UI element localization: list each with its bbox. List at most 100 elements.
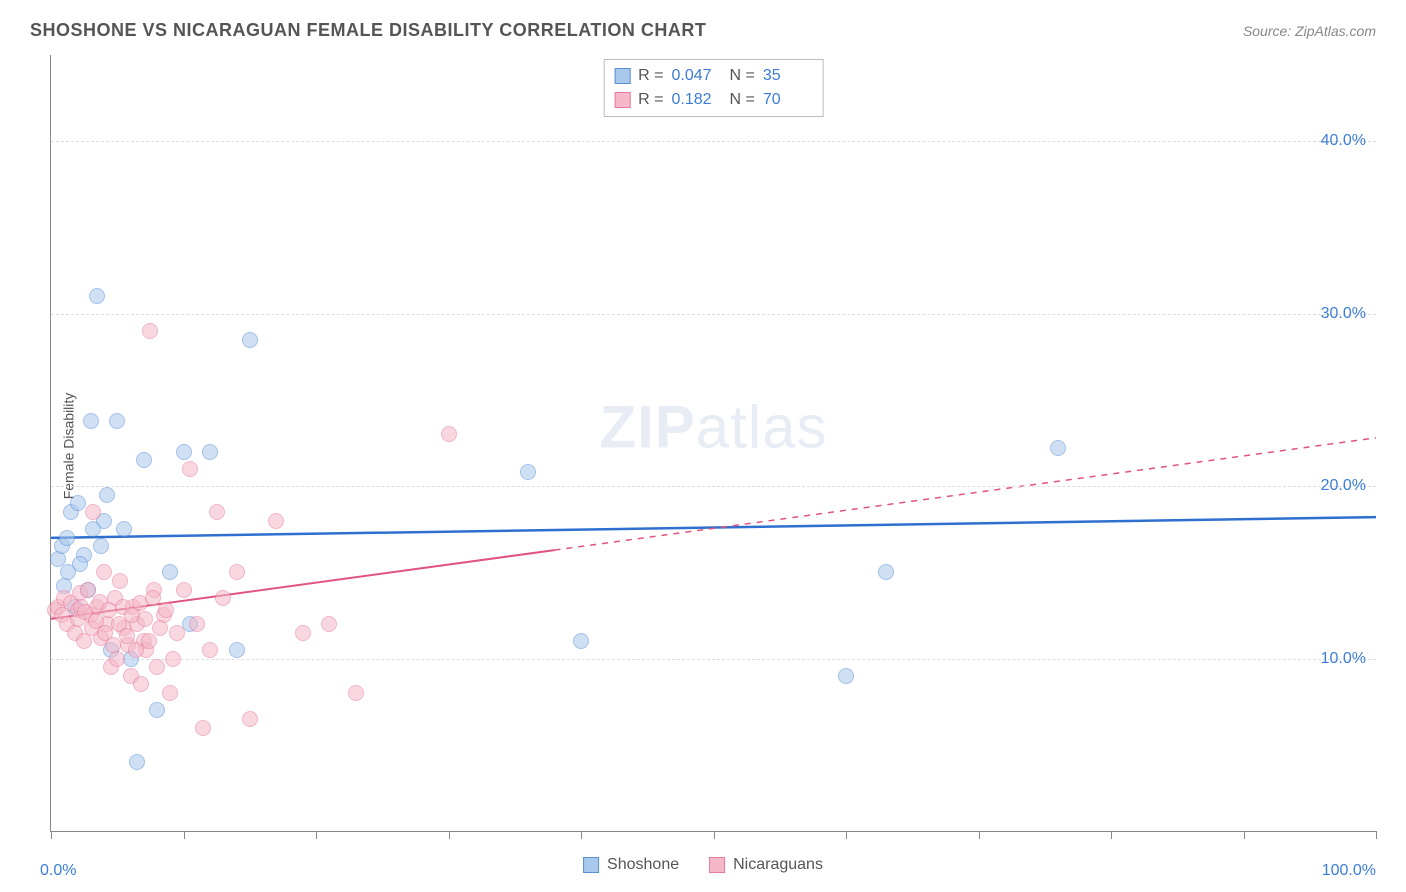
- data-point: [152, 620, 168, 636]
- n-label: N =: [730, 88, 755, 112]
- data-point: [141, 633, 157, 649]
- data-point: [321, 616, 337, 632]
- x-tick: [1111, 831, 1112, 839]
- x-tick: [184, 831, 185, 839]
- data-point: [215, 590, 231, 606]
- gridline: [51, 659, 1376, 660]
- x-tick: [449, 831, 450, 839]
- data-point: [149, 702, 165, 718]
- data-point: [59, 530, 75, 546]
- x-tick: [51, 831, 52, 839]
- r-value: 0.047: [672, 64, 722, 88]
- data-point: [520, 464, 536, 480]
- gridline: [51, 314, 1376, 315]
- data-point: [70, 495, 86, 511]
- plot-area: ZIPatlas R =0.047N =35R =0.182N =70 10.0…: [50, 55, 1376, 832]
- data-point: [176, 444, 192, 460]
- n-value: 70: [763, 88, 813, 112]
- chart-title: SHOSHONE VS NICARAGUAN FEMALE DISABILITY…: [30, 20, 706, 41]
- data-point: [93, 538, 109, 554]
- legend-label: Nicaraguans: [733, 856, 823, 874]
- trend-line: [51, 517, 1376, 538]
- x-tick: [581, 831, 582, 839]
- series-legend: Shoshone Nicaraguans: [583, 856, 823, 874]
- data-point: [116, 521, 132, 537]
- x-tick: [714, 831, 715, 839]
- data-point: [149, 659, 165, 675]
- n-value: 35: [763, 64, 813, 88]
- r-value: 0.182: [672, 88, 722, 112]
- data-point: [209, 504, 225, 520]
- data-point: [112, 573, 128, 589]
- data-point: [169, 625, 185, 641]
- stat-legend: R = 0.047 N = 35 R = 0.182 N = 70: [603, 59, 824, 117]
- data-point: [96, 564, 112, 580]
- data-point: [242, 711, 258, 727]
- data-point: [99, 487, 115, 503]
- x-tick: [979, 831, 980, 839]
- data-point: [60, 564, 76, 580]
- chart-source: Source: ZipAtlas.com: [1243, 23, 1376, 39]
- legend-item: Shoshone: [583, 856, 679, 874]
- data-point: [441, 426, 457, 442]
- data-point: [83, 413, 99, 429]
- r-label: R =: [638, 88, 663, 112]
- data-point: [573, 633, 589, 649]
- data-point: [142, 323, 158, 339]
- x-tick: [1244, 831, 1245, 839]
- stat-legend-row: R = 0.182 N = 70: [614, 88, 813, 112]
- data-point: [85, 504, 101, 520]
- data-point: [195, 720, 211, 736]
- gridline: [51, 141, 1376, 142]
- x-tick-label: 0.0%: [40, 862, 76, 880]
- data-point: [202, 642, 218, 658]
- trend-line-dashed: [555, 438, 1377, 550]
- legend-swatch: [614, 92, 630, 108]
- x-tick-label: 100.0%: [1322, 862, 1376, 880]
- data-point: [838, 668, 854, 684]
- data-point: [85, 521, 101, 537]
- data-point: [176, 582, 192, 598]
- data-point: [136, 452, 152, 468]
- data-point: [182, 461, 198, 477]
- data-point: [133, 676, 149, 692]
- legend-swatch: [709, 857, 725, 873]
- stat-legend-row: R = 0.047 N = 35: [614, 64, 813, 88]
- y-tick-label: 10.0%: [1321, 650, 1366, 668]
- data-point: [162, 685, 178, 701]
- data-point: [348, 685, 364, 701]
- y-tick-label: 40.0%: [1321, 132, 1366, 150]
- data-point: [878, 564, 894, 580]
- r-label: R =: [638, 64, 663, 88]
- legend-swatch: [583, 857, 599, 873]
- data-point: [189, 616, 205, 632]
- data-point: [145, 590, 161, 606]
- data-point: [165, 651, 181, 667]
- legend-label: Shoshone: [607, 856, 679, 874]
- data-point: [162, 564, 178, 580]
- data-point: [242, 332, 258, 348]
- data-point: [1050, 440, 1066, 456]
- data-point: [202, 444, 218, 460]
- data-point: [229, 564, 245, 580]
- legend-item: Nicaraguans: [709, 856, 823, 874]
- data-point: [229, 642, 245, 658]
- data-point: [109, 651, 125, 667]
- data-point: [137, 611, 153, 627]
- data-point: [268, 513, 284, 529]
- x-tick: [1376, 831, 1377, 839]
- y-tick-label: 20.0%: [1321, 477, 1366, 495]
- legend-swatch: [614, 68, 630, 84]
- n-label: N =: [730, 64, 755, 88]
- data-point: [76, 633, 92, 649]
- data-point: [295, 625, 311, 641]
- data-point: [109, 413, 125, 429]
- data-point: [129, 754, 145, 770]
- data-point: [158, 602, 174, 618]
- data-point: [89, 288, 105, 304]
- x-tick: [846, 831, 847, 839]
- chart-header: SHOSHONE VS NICARAGUAN FEMALE DISABILITY…: [30, 20, 1376, 41]
- y-tick-label: 30.0%: [1321, 305, 1366, 323]
- x-tick: [316, 831, 317, 839]
- gridline: [51, 486, 1376, 487]
